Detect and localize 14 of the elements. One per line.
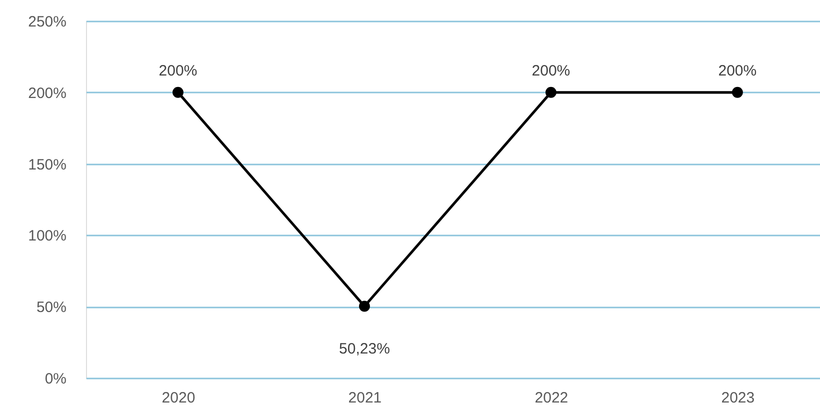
- y-tick-label: 200%: [28, 84, 66, 102]
- y-tick-label: 50%: [36, 299, 66, 316]
- x-tick-label: 2023: [721, 390, 755, 406]
- data-label: 200%: [158, 62, 198, 80]
- y-tick-label: 100%: [28, 228, 66, 245]
- data-label: 200%: [532, 62, 570, 80]
- data-label: 50,23%: [339, 340, 390, 358]
- y-tick-label: 0%: [44, 370, 66, 388]
- y-tick-label: 150%: [28, 156, 66, 174]
- x-tick-label: 2021: [348, 390, 382, 406]
- x-tick-label: 2020: [162, 390, 196, 406]
- x-tick-label: 2022: [534, 390, 568, 406]
- y-tick-label: 250%: [28, 14, 66, 30]
- data-label: 200%: [718, 62, 757, 80]
